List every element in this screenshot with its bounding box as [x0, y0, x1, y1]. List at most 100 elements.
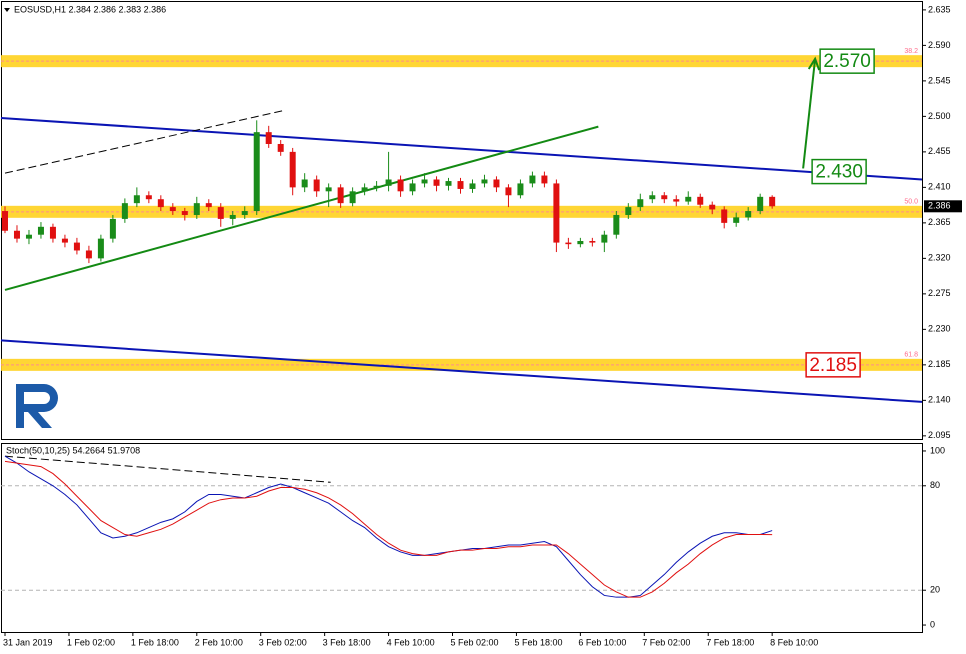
- annotation-label: 2.430: [815, 162, 863, 183]
- candle-body: [397, 179, 404, 192]
- candle-body: [745, 211, 752, 218]
- candle-body: [769, 196, 776, 207]
- candle-body: [73, 242, 80, 251]
- last-price-box: [924, 200, 962, 213]
- candle-body: [13, 230, 20, 239]
- y-tick-label: 2.320: [928, 253, 951, 263]
- annotation-box: [805, 352, 861, 378]
- candle-body: [421, 179, 428, 184]
- candle-body: [361, 187, 368, 192]
- candle-body: [373, 185, 380, 188]
- trendline: [0, 116, 923, 181]
- annotation-label: 2.185: [809, 355, 857, 376]
- candle-body: [733, 217, 740, 223]
- stoch-line: [4, 455, 773, 598]
- logo: [16, 384, 58, 428]
- chart-title: EOSUSD,H1 2.384 2.386 2.383 2.386: [14, 4, 166, 14]
- main-panel-frame: [1, 1, 923, 440]
- candle-body: [181, 211, 188, 215]
- last-price-label: 2.386: [928, 201, 951, 211]
- candle-body: [349, 191, 356, 204]
- candle-body: [97, 238, 104, 259]
- x-tick-label: 6 Feb 10:00: [578, 637, 626, 647]
- candle-body: [697, 196, 704, 205]
- candle-body: [25, 234, 32, 239]
- candle-body: [505, 187, 512, 196]
- symbol-arrow: [4, 8, 10, 12]
- y-tick-label: 2.455: [928, 146, 951, 156]
- candle-body: [85, 250, 92, 259]
- logo-mark: [16, 384, 58, 428]
- candle-body: [37, 226, 44, 235]
- y-tick-label: 2.185: [928, 359, 951, 369]
- x-tick-label: 1 Feb 18:00: [131, 637, 179, 647]
- candle-body: [313, 179, 320, 192]
- y-tick-label: 2.500: [928, 111, 951, 121]
- candle-body: [265, 132, 272, 144]
- x-tick-label: 7 Feb 02:00: [642, 637, 690, 647]
- x-tick-label: 3 Feb 18:00: [323, 637, 371, 647]
- candle-body: [109, 218, 116, 239]
- candle-body: [145, 195, 152, 200]
- annotation-box: [811, 158, 867, 185]
- candle-body: [409, 183, 416, 192]
- candle-body: [517, 183, 524, 196]
- candle-body: [661, 195, 668, 200]
- y-tick-label: 100: [930, 445, 945, 455]
- candle-body: [193, 203, 200, 215]
- y-tick-label: 2.275: [928, 288, 951, 298]
- candle-body: [685, 196, 692, 202]
- candle-body: [637, 199, 644, 208]
- candle-body: [205, 203, 212, 208]
- level-label: 61.8: [904, 352, 918, 359]
- candle-body: [721, 209, 728, 223]
- y-tick-label: 2.590: [928, 40, 951, 50]
- candle-body: [253, 132, 260, 212]
- y-tick-label: 2.230: [928, 324, 951, 334]
- stoch-line: [4, 460, 773, 598]
- candle-body: [337, 187, 344, 204]
- candle-body: [529, 175, 536, 184]
- candle-body: [613, 214, 620, 235]
- candle-body: [217, 207, 224, 219]
- x-tick-label: 4 Feb 10:00: [387, 637, 435, 647]
- plot-layer: 38.2 50.0 61.8 2.570 2.430 2.185: [0, 48, 923, 598]
- x-tick-label: 31 Jan 2019: [3, 637, 53, 647]
- candle-body: [481, 179, 488, 184]
- candle-body: [433, 179, 440, 186]
- candle-body: [541, 175, 548, 184]
- indicator-title: Stoch(50,10,25) 54.2664 51.9708: [6, 445, 140, 455]
- candle-body: [601, 234, 608, 243]
- trendline: [0, 339, 923, 403]
- candle-body: [589, 241, 596, 243]
- y-tick-label: 20: [930, 585, 940, 595]
- candle-body: [673, 199, 680, 202]
- stoch-panel-frame: [1, 443, 923, 633]
- candle-body: [493, 179, 500, 188]
- candle-body: [553, 183, 560, 243]
- candle-body: [169, 207, 176, 212]
- candle-body: [757, 196, 764, 212]
- x-tick-label: 1 Feb 02:00: [67, 637, 115, 647]
- candle-body: [649, 195, 656, 200]
- candle-body: [229, 214, 236, 219]
- candle-body: [325, 187, 332, 192]
- arrow-head: [807, 56, 821, 71]
- x-tick-label: 3 Feb 02:00: [259, 637, 307, 647]
- candle-body: [385, 179, 392, 186]
- y-tick-label: 0: [930, 619, 935, 629]
- candle-body: [1, 211, 8, 231]
- candle-body: [49, 226, 56, 239]
- candle-body: [157, 199, 164, 208]
- y-tick-label: 2.095: [928, 430, 951, 440]
- candle-body: [445, 181, 452, 186]
- candle-body: [277, 143, 284, 152]
- candle-body: [61, 238, 68, 243]
- y-tick-label: 2.635: [928, 4, 951, 14]
- candle-body: [577, 241, 584, 245]
- trendline: [4, 125, 599, 291]
- y-tick-label: 2.365: [928, 217, 951, 227]
- y-tick-label: 80: [930, 480, 940, 490]
- y-tick-label: 2.410: [928, 182, 951, 192]
- level-label: 50.0: [904, 199, 918, 206]
